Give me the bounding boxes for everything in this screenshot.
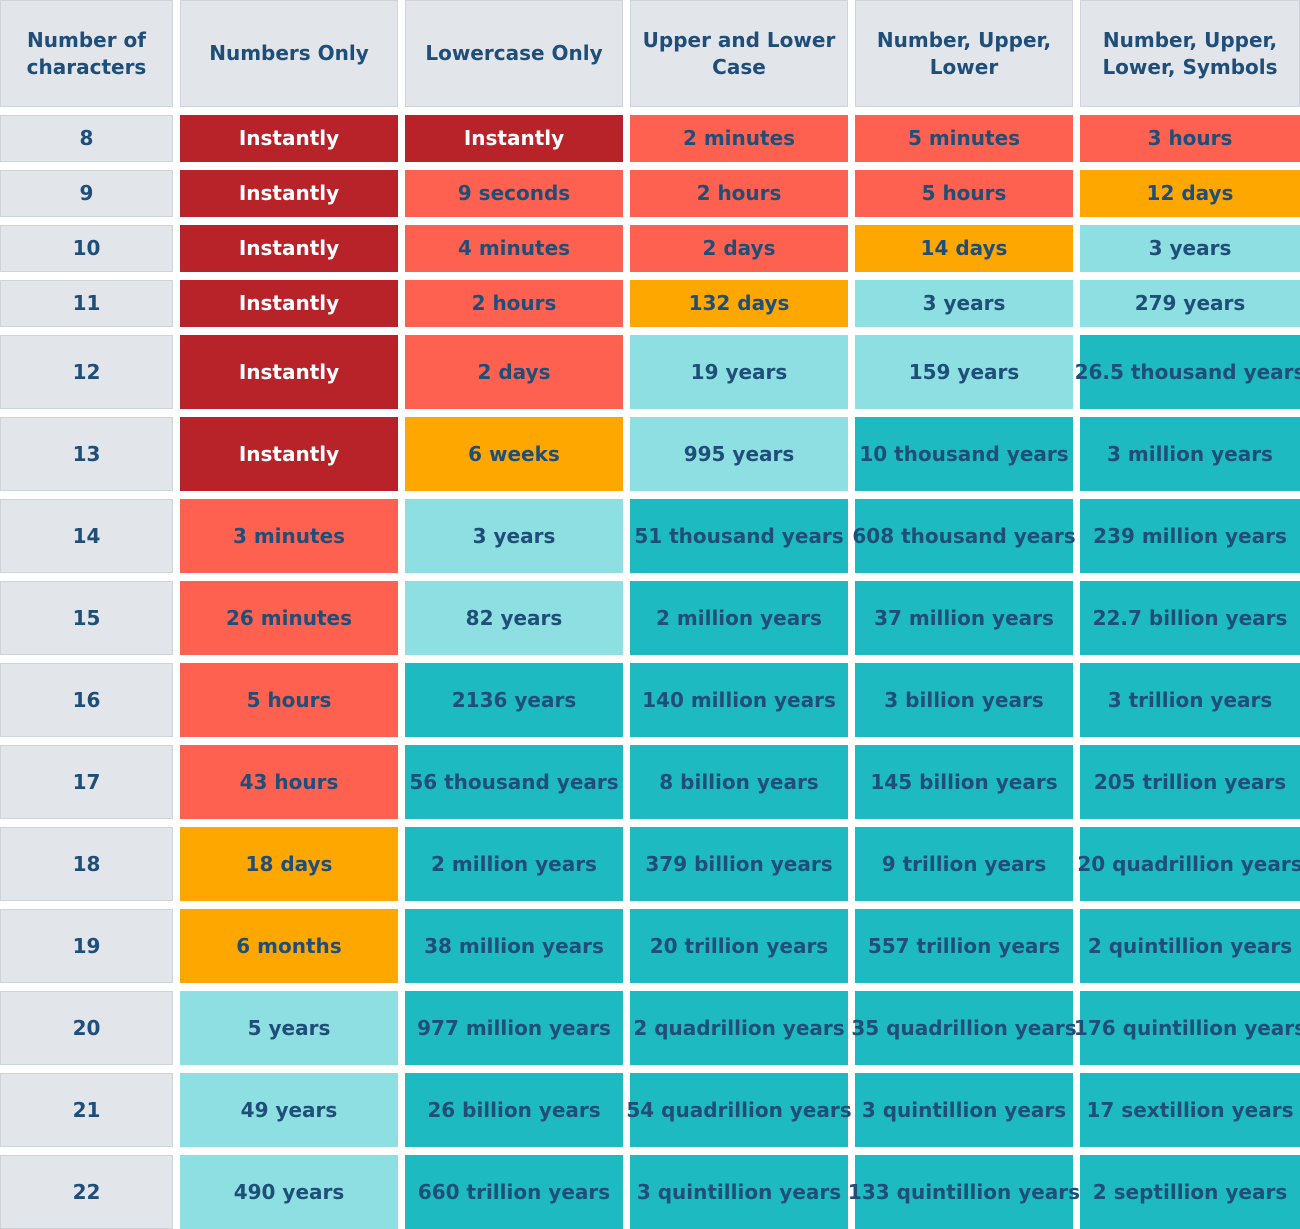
time-cell-17-lowercase-only: 56 thousand years bbox=[405, 745, 623, 819]
time-cell-22-number-upper-lower: 133 quintillion years bbox=[848, 1155, 1080, 1229]
time-cell-15-upper-and-lower-case: 2 million years bbox=[630, 581, 848, 655]
time-cell-12-lowercase-only: 2 days bbox=[405, 335, 623, 409]
time-cell-11-number-upper-lower-symbols: 279 years bbox=[1080, 280, 1300, 327]
time-cell-21-number-upper-lower: 3 quintillion years bbox=[855, 1073, 1073, 1147]
time-cell-16-number-upper-lower: 3 billion years bbox=[855, 663, 1073, 737]
time-cell-14-numbers-only: 3 minutes bbox=[180, 499, 398, 573]
time-cell-19-number-upper-lower: 557 trillion years bbox=[855, 909, 1073, 983]
time-cell-19-number-upper-lower-symbols: 2 quintillion years bbox=[1080, 909, 1300, 983]
time-cell-16-lowercase-only: 2136 years bbox=[405, 663, 623, 737]
time-cell-19-numbers-only: 6 months bbox=[180, 909, 398, 983]
time-cell-9-upper-and-lower-case: 2 hours bbox=[630, 170, 848, 217]
time-cell-15-number-upper-lower: 37 million years bbox=[855, 581, 1073, 655]
time-cell-10-number-upper-lower: 14 days bbox=[855, 225, 1073, 272]
time-cell-20-number-upper-lower: 35 quadrillion years bbox=[851, 991, 1077, 1065]
column-header-number-of-characters: Number of characters bbox=[0, 0, 173, 107]
time-cell-14-number-upper-lower-symbols: 239 million years bbox=[1080, 499, 1300, 573]
time-cell-22-number-upper-lower-symbols: 2 septillion years bbox=[1080, 1155, 1300, 1229]
time-cell-12-numbers-only: Instantly bbox=[180, 335, 398, 409]
time-cell-18-number-upper-lower: 9 trillion years bbox=[855, 827, 1073, 901]
row-label-17: 17 bbox=[0, 745, 173, 819]
time-cell-8-numbers-only: Instantly bbox=[180, 115, 398, 162]
time-cell-20-numbers-only: 5 years bbox=[180, 991, 398, 1065]
time-cell-16-numbers-only: 5 hours bbox=[180, 663, 398, 737]
time-cell-11-upper-and-lower-case: 132 days bbox=[630, 280, 848, 327]
time-cell-19-upper-and-lower-case: 20 trillion years bbox=[630, 909, 848, 983]
row-label-10: 10 bbox=[0, 225, 173, 272]
row-label-11: 11 bbox=[0, 280, 173, 327]
time-cell-21-lowercase-only: 26 billion years bbox=[405, 1073, 623, 1147]
time-cell-12-number-upper-lower-symbols: 26.5 thousand years bbox=[1075, 335, 1300, 409]
column-header-number-upper-lower: Number, Upper, Lower bbox=[855, 0, 1073, 107]
time-cell-17-number-upper-lower: 145 billion years bbox=[855, 745, 1073, 819]
row-label-13: 13 bbox=[0, 417, 173, 491]
time-cell-10-lowercase-only: 4 minutes bbox=[405, 225, 623, 272]
row-label-19: 19 bbox=[0, 909, 173, 983]
time-cell-10-upper-and-lower-case: 2 days bbox=[630, 225, 848, 272]
row-label-21: 21 bbox=[0, 1073, 173, 1147]
time-cell-20-lowercase-only: 977 million years bbox=[405, 991, 623, 1065]
time-cell-9-lowercase-only: 9 seconds bbox=[405, 170, 623, 217]
time-cell-21-number-upper-lower-symbols: 17 sextillion years bbox=[1080, 1073, 1300, 1147]
time-cell-17-number-upper-lower-symbols: 205 trillion years bbox=[1080, 745, 1300, 819]
row-label-20: 20 bbox=[0, 991, 173, 1065]
time-cell-22-upper-and-lower-case: 3 quintillion years bbox=[630, 1155, 848, 1229]
time-cell-10-numbers-only: Instantly bbox=[180, 225, 398, 272]
time-cell-10-number-upper-lower-symbols: 3 years bbox=[1080, 225, 1300, 272]
time-cell-15-numbers-only: 26 minutes bbox=[180, 581, 398, 655]
time-cell-9-number-upper-lower-symbols: 12 days bbox=[1080, 170, 1300, 217]
time-cell-12-number-upper-lower: 159 years bbox=[855, 335, 1073, 409]
row-label-22: 22 bbox=[0, 1155, 173, 1229]
time-cell-13-numbers-only: Instantly bbox=[180, 417, 398, 491]
time-cell-12-upper-and-lower-case: 19 years bbox=[630, 335, 848, 409]
time-cell-18-numbers-only: 18 days bbox=[180, 827, 398, 901]
time-cell-17-upper-and-lower-case: 8 billion years bbox=[630, 745, 848, 819]
time-cell-14-lowercase-only: 3 years bbox=[405, 499, 623, 573]
time-cell-13-upper-and-lower-case: 995 years bbox=[630, 417, 848, 491]
time-cell-9-numbers-only: Instantly bbox=[180, 170, 398, 217]
time-cell-14-number-upper-lower: 608 thousand years bbox=[852, 499, 1076, 573]
row-label-18: 18 bbox=[0, 827, 173, 901]
time-cell-21-upper-and-lower-case: 54 quadrillion years bbox=[626, 1073, 852, 1147]
row-label-16: 16 bbox=[0, 663, 173, 737]
time-cell-13-lowercase-only: 6 weeks bbox=[405, 417, 623, 491]
time-cell-8-number-upper-lower: 5 minutes bbox=[855, 115, 1073, 162]
row-label-12: 12 bbox=[0, 335, 173, 409]
time-cell-11-number-upper-lower: 3 years bbox=[855, 280, 1073, 327]
time-cell-21-numbers-only: 49 years bbox=[180, 1073, 398, 1147]
time-cell-8-lowercase-only: Instantly bbox=[405, 115, 623, 162]
time-cell-8-number-upper-lower-symbols: 3 hours bbox=[1080, 115, 1300, 162]
time-cell-16-upper-and-lower-case: 140 million years bbox=[630, 663, 848, 737]
time-cell-17-numbers-only: 43 hours bbox=[180, 745, 398, 819]
time-cell-18-upper-and-lower-case: 379 billion years bbox=[630, 827, 848, 901]
time-cell-18-number-upper-lower-symbols: 20 quadrillion years bbox=[1077, 827, 1300, 901]
time-cell-9-number-upper-lower: 5 hours bbox=[855, 170, 1073, 217]
column-header-lowercase-only: Lowercase Only bbox=[405, 0, 623, 107]
row-label-8: 8 bbox=[0, 115, 173, 162]
column-header-number-upper-lower-symbols: Number, Upper, Lower, Symbols bbox=[1080, 0, 1300, 107]
time-cell-11-lowercase-only: 2 hours bbox=[405, 280, 623, 327]
row-label-15: 15 bbox=[0, 581, 173, 655]
time-cell-13-number-upper-lower: 10 thousand years bbox=[855, 417, 1073, 491]
column-header-numbers-only: Numbers Only bbox=[180, 0, 398, 107]
time-cell-18-lowercase-only: 2 million years bbox=[405, 827, 623, 901]
row-label-9: 9 bbox=[0, 170, 173, 217]
row-label-14: 14 bbox=[0, 499, 173, 573]
time-cell-11-numbers-only: Instantly bbox=[180, 280, 398, 327]
time-cell-13-number-upper-lower-symbols: 3 million years bbox=[1080, 417, 1300, 491]
time-cell-8-upper-and-lower-case: 2 minutes bbox=[630, 115, 848, 162]
time-cell-20-upper-and-lower-case: 2 quadrillion years bbox=[630, 991, 848, 1065]
time-cell-22-lowercase-only: 660 trillion years bbox=[405, 1155, 623, 1229]
time-cell-14-upper-and-lower-case: 51 thousand years bbox=[630, 499, 848, 573]
time-cell-20-number-upper-lower-symbols: 176 quintillion years bbox=[1074, 991, 1300, 1065]
time-cell-16-number-upper-lower-symbols: 3 trillion years bbox=[1080, 663, 1300, 737]
time-cell-19-lowercase-only: 38 million years bbox=[405, 909, 623, 983]
time-cell-15-number-upper-lower-symbols: 22.7 billion years bbox=[1080, 581, 1300, 655]
time-cell-22-numbers-only: 490 years bbox=[180, 1155, 398, 1229]
time-cell-15-lowercase-only: 82 years bbox=[405, 581, 623, 655]
column-header-upper-and-lower-case: Upper and Lower Case bbox=[630, 0, 848, 107]
